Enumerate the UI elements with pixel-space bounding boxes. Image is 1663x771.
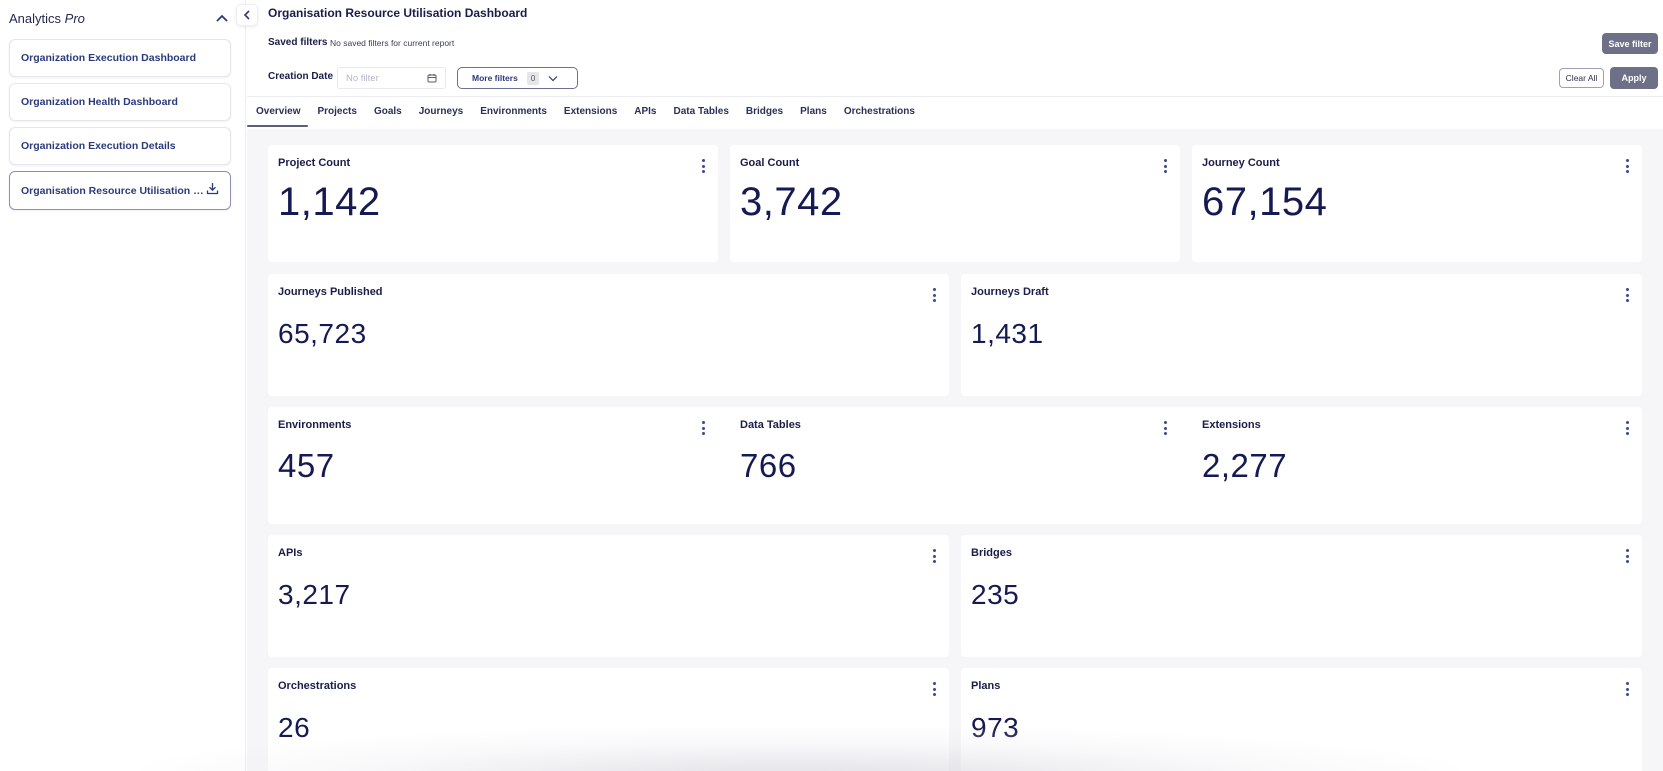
more-filters-button[interactable]: More filters 0 (457, 67, 578, 89)
tile-value: 3,742 (740, 180, 843, 224)
tile-value: 235 (971, 579, 1020, 610)
tile-title: Plans (971, 680, 1001, 692)
tile-value: 457 (278, 447, 335, 484)
tile-orchestrations: Orchestrations 26 (268, 668, 949, 771)
saved-filters-value: No saved filters for current report (330, 38, 455, 48)
tile-value: 2,277 (1202, 447, 1288, 484)
report-header: Organisation Resource Utilisation Dashbo… (247, 0, 1663, 129)
tab-journeys[interactable]: Journeys (418, 106, 464, 117)
more-vertical-icon[interactable] (699, 159, 707, 173)
tile-value: 26 (278, 712, 311, 743)
creation-date-placeholder: No filter (346, 72, 379, 84)
sidebar-title: Analytics Pro (9, 10, 85, 26)
more-vertical-icon[interactable] (1623, 549, 1631, 563)
tile-value: 766 (740, 447, 797, 484)
tile-value: 1,431 (971, 318, 1044, 349)
creation-date-label: Creation Date (268, 71, 334, 82)
tile-title: Environments (278, 419, 352, 431)
chevron-up-icon[interactable] (215, 11, 229, 25)
tab-extensions[interactable]: Extensions (563, 106, 618, 117)
more-vertical-icon[interactable] (699, 421, 707, 435)
tile-environments: Environments 457 (268, 407, 718, 524)
collapse-sidebar-button[interactable] (236, 4, 258, 26)
more-vertical-icon[interactable] (930, 682, 938, 696)
sidebar-item-organization-health-dashboard[interactable]: Organization Health Dashboard (9, 83, 231, 121)
download-icon[interactable] (206, 182, 219, 200)
tile-title: Bridges (971, 547, 1012, 559)
tile-apis: APIs 3,217 (268, 535, 949, 657)
clear-all-button[interactable]: Clear All (1559, 68, 1604, 88)
tile-plans: Plans 973 (961, 668, 1642, 771)
tile-value: 973 (971, 712, 1020, 743)
apply-button[interactable]: Apply (1610, 67, 1658, 89)
tile-title: Data Tables (740, 419, 801, 431)
sidebar-header: Analytics Pro (9, 9, 229, 27)
tab-environments[interactable]: Environments (480, 106, 547, 117)
chevron-down-icon (548, 69, 558, 87)
tile-goal-count: Goal Count 3,742 (730, 145, 1180, 262)
sidebar-title-suffix: Pro (64, 10, 85, 26)
tile-title: APIs (278, 547, 303, 559)
more-vertical-icon[interactable] (1623, 421, 1631, 435)
tile-title: Journey Count (1202, 157, 1280, 169)
tile-journey-count: Journey Count 67,154 (1192, 145, 1642, 262)
tile-title: Orchestrations (278, 680, 357, 692)
tab-apis[interactable]: APIs (634, 106, 657, 117)
tile-title: Journeys Published (278, 286, 383, 298)
sidebar-item-organization-execution-details[interactable]: Organization Execution Details (9, 127, 231, 165)
tile-value: 67,154 (1202, 180, 1328, 224)
tab-plans[interactable]: Plans (800, 106, 827, 117)
tile-data-tables: Data Tables 766 (730, 407, 1180, 524)
tab-overview[interactable]: Overview (247, 97, 309, 129)
sidebar: Analytics Pro Organization Execution Das… (0, 0, 246, 771)
tab-bridges[interactable]: Bridges (745, 106, 784, 117)
tile-title: Journeys Draft (971, 286, 1049, 298)
tab-data-tables[interactable]: Data Tables (673, 106, 729, 117)
more-vertical-icon[interactable] (1161, 159, 1169, 173)
tile-journeys-published: Journeys Published 65,723 (268, 274, 949, 396)
calendar-icon (427, 74, 437, 83)
tile-project-count: Project Count 1,142 (268, 145, 718, 262)
tile-extensions: Extensions 2,277 (1192, 407, 1642, 524)
tab-projects[interactable]: Projects (317, 106, 357, 117)
more-vertical-icon[interactable] (1623, 682, 1631, 696)
chevron-left-icon (243, 10, 250, 20)
tab-bar: Overview Projects Goals Journeys Environ… (247, 97, 923, 129)
more-vertical-icon[interactable] (1161, 421, 1169, 435)
header-divider (247, 96, 1663, 97)
resource-counts-card: Environments 457 Data Tables 766 Extensi… (268, 407, 1642, 524)
tab-orchestrations[interactable]: Orchestrations (843, 106, 915, 117)
more-vertical-icon[interactable] (1623, 159, 1631, 173)
tile-value: 3,217 (278, 579, 351, 610)
tile-title: Goal Count (740, 157, 800, 169)
more-filters-label: More filters (472, 73, 518, 83)
more-vertical-icon[interactable] (930, 549, 938, 563)
sidebar-item-organisation-resource-utilisation-dashboard[interactable]: Organisation Resource Utilisation Das... (9, 171, 231, 210)
tile-title: Project Count (278, 157, 351, 169)
tile-title: Extensions (1202, 419, 1261, 431)
tab-goals[interactable]: Goals (373, 106, 402, 117)
more-vertical-icon[interactable] (930, 288, 938, 302)
more-vertical-icon[interactable] (1623, 288, 1631, 302)
tile-journeys-draft: Journeys Draft 1,431 (961, 274, 1642, 396)
tile-value: 65,723 (278, 318, 367, 349)
tile-value: 1,142 (278, 180, 381, 224)
saved-filters-label: Saved filters (268, 37, 328, 48)
save-filter-button[interactable]: Save filter (1602, 33, 1658, 54)
main-content: Organisation Resource Utilisation Dashbo… (247, 0, 1663, 771)
more-filters-count-badge: 0 (526, 71, 540, 85)
page-title: Organisation Resource Utilisation Dashbo… (268, 6, 528, 20)
creation-date-input[interactable]: No filter (337, 67, 446, 89)
sidebar-item-organization-execution-dashboard[interactable]: Organization Execution Dashboard (9, 39, 231, 77)
tile-bridges: Bridges 235 (961, 535, 1642, 657)
